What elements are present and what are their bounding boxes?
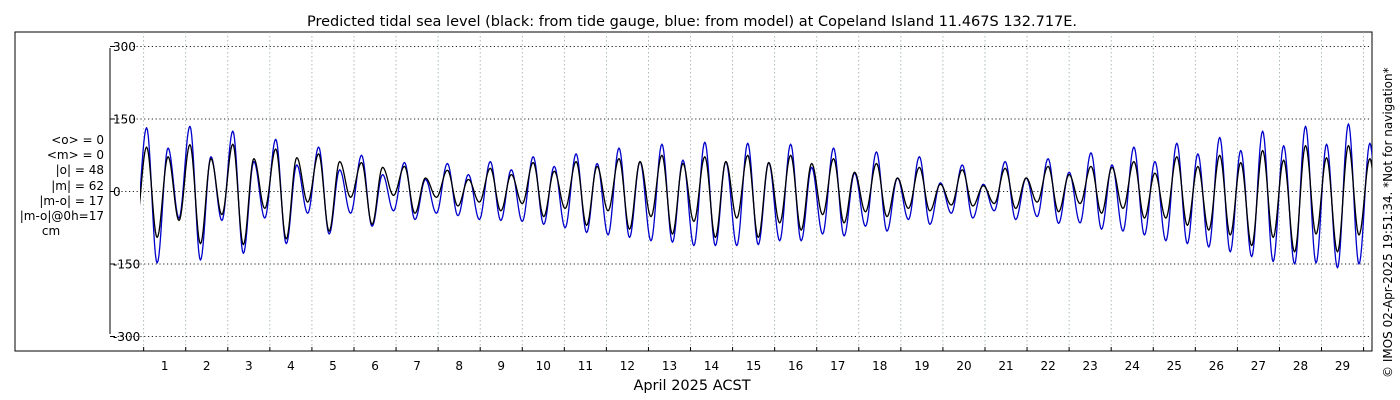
x-tick-label: 12 — [620, 359, 635, 373]
x-tick-label: 24 — [1125, 359, 1140, 373]
plot-frame — [14, 31, 1373, 352]
stat-mean-model: <m> = 0 — [46, 148, 104, 163]
x-tick-label: 25 — [1167, 359, 1182, 373]
x-tick-label: 17 — [830, 359, 845, 373]
stats-panel: <o> = 0 <m> = 0 |o| = 48 |m| = 62 |m-o| … — [8, 133, 104, 239]
x-tick-label: 13 — [662, 359, 677, 373]
x-tick-label: 6 — [371, 359, 379, 373]
stat-mean-obs: <o> = 0 — [51, 133, 104, 147]
y-tick-label: -150 — [113, 258, 140, 272]
x-axis: 1 2 3 4 5 6 7 8 9 10 11 12 13 14 15 16 17 18 19 20 21 22 23 24 2… — [143, 347, 1365, 373]
gauge-series-line — [140, 143, 1372, 253]
x-tick-label: 26 — [1209, 359, 1224, 373]
chart-title: Predicted tidal sea level (black: from t… — [307, 14, 1077, 30]
x-tick-label: 9 — [497, 359, 505, 373]
y-tick-label: 0 — [113, 185, 121, 199]
x-tick-label: 28 — [1293, 359, 1308, 373]
x-tick-label: 15 — [746, 359, 761, 373]
x-tick-label: 19 — [914, 359, 929, 373]
y-tick-label: 300 — [113, 40, 136, 54]
x-axis-label: April 2025 ACST — [633, 378, 750, 394]
x-tick-label: 27 — [1251, 359, 1266, 373]
stat-abs-obs: |o| = 48 — [55, 163, 104, 178]
x-tick-label: 5 — [329, 359, 337, 373]
x-tick-label: 23 — [1083, 359, 1098, 373]
y-tick-label: -300 — [113, 330, 140, 344]
stat-abs-diff-0h: |m-o|@0h=17 — [19, 209, 104, 224]
stat-unit: cm — [41, 224, 61, 239]
x-tick-label: 16 — [788, 359, 803, 373]
series-layer — [140, 123, 1372, 269]
x-tick-label: 8 — [455, 359, 463, 373]
x-tick-label: 3 — [245, 359, 253, 373]
x-tick-label: 21 — [998, 359, 1013, 373]
x-tick-label: 1 — [161, 359, 169, 373]
grid-layer — [110, 32, 1372, 351]
stat-abs-diff: |m-o| = 17 — [39, 193, 104, 208]
x-tick-label: 2 — [203, 359, 211, 373]
x-tick-label: 14 — [704, 359, 719, 373]
stat-abs-model: |m| = 62 — [51, 178, 104, 193]
y-axis: 300 150 0 -150 -300 — [110, 40, 140, 344]
x-tick-label: 29 — [1335, 359, 1350, 373]
x-tick-label: 4 — [287, 359, 295, 373]
x-tick-label: 11 — [578, 359, 593, 373]
x-tick-label: 18 — [872, 359, 887, 373]
x-tick-label: 7 — [413, 359, 421, 373]
x-tick-label: 22 — [1040, 359, 1055, 373]
y-tick-label: 150 — [113, 113, 136, 127]
x-tick-label: 20 — [956, 359, 971, 373]
x-tick-label: 10 — [536, 359, 551, 373]
credit-text: © IMOS 02-Apr-2025 19:51:34. *Not for na… — [1381, 67, 1395, 378]
